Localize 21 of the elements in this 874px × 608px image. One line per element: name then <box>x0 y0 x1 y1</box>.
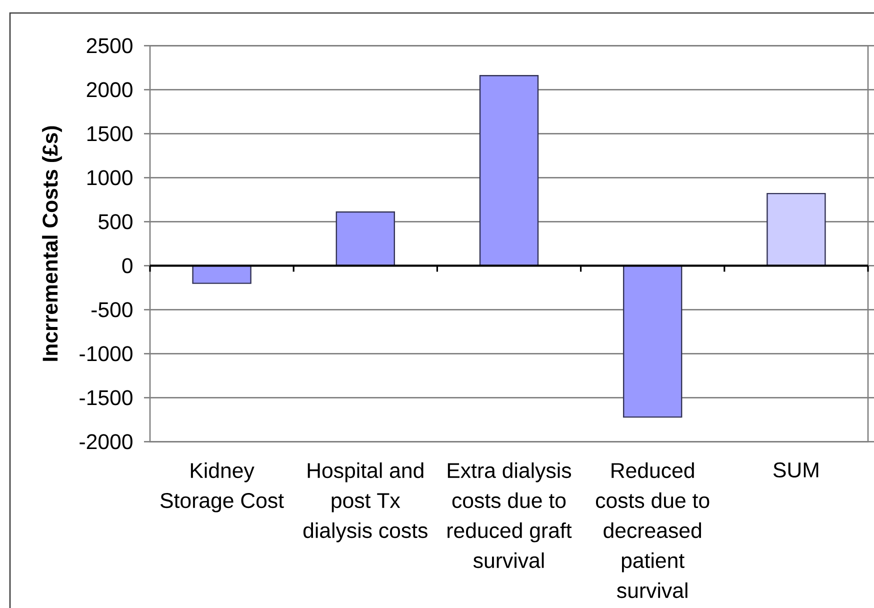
y-axis-title: Incrremental Costs (£s) <box>42 126 62 361</box>
y-tick-label: -2000 <box>80 434 132 450</box>
bar <box>623 265 682 418</box>
bar <box>479 75 539 266</box>
x-tick-label: Reduced costs due to decreased patient survival <box>596 462 710 598</box>
y-tick-label: 2500 <box>86 38 132 54</box>
y-tick-label: -1000 <box>80 346 132 362</box>
y-tick-label: 1500 <box>87 126 132 142</box>
y-tick-label: 1000 <box>87 170 132 186</box>
bar <box>192 265 252 284</box>
y-tick-label: -500 <box>92 302 132 318</box>
x-tick-label: Kidney Storage Cost <box>160 462 284 512</box>
y-tick-label: 2000 <box>86 82 132 98</box>
bar <box>336 211 395 266</box>
y-tick-label: -1500 <box>80 390 132 406</box>
x-tick-label: SUM <box>773 462 818 478</box>
bar <box>766 192 826 266</box>
y-tick-label: 0 <box>122 258 132 274</box>
x-tick-label: Extra dialysis costs due to reduced graft survival <box>448 462 572 568</box>
x-tick-label: Hospital and post Tx dialysis costs <box>303 462 428 542</box>
y-tick-label: 500 <box>98 214 132 230</box>
